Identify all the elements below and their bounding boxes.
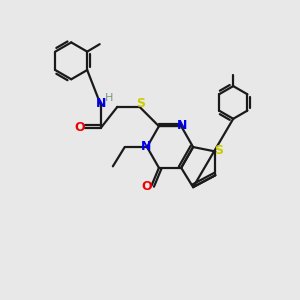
Text: S: S xyxy=(136,97,145,110)
Text: N: N xyxy=(96,98,107,110)
Text: O: O xyxy=(75,121,86,134)
Text: N: N xyxy=(177,119,187,132)
Text: S: S xyxy=(214,144,223,158)
Text: H: H xyxy=(105,93,113,103)
Text: O: O xyxy=(142,180,152,193)
Text: N: N xyxy=(141,140,152,153)
